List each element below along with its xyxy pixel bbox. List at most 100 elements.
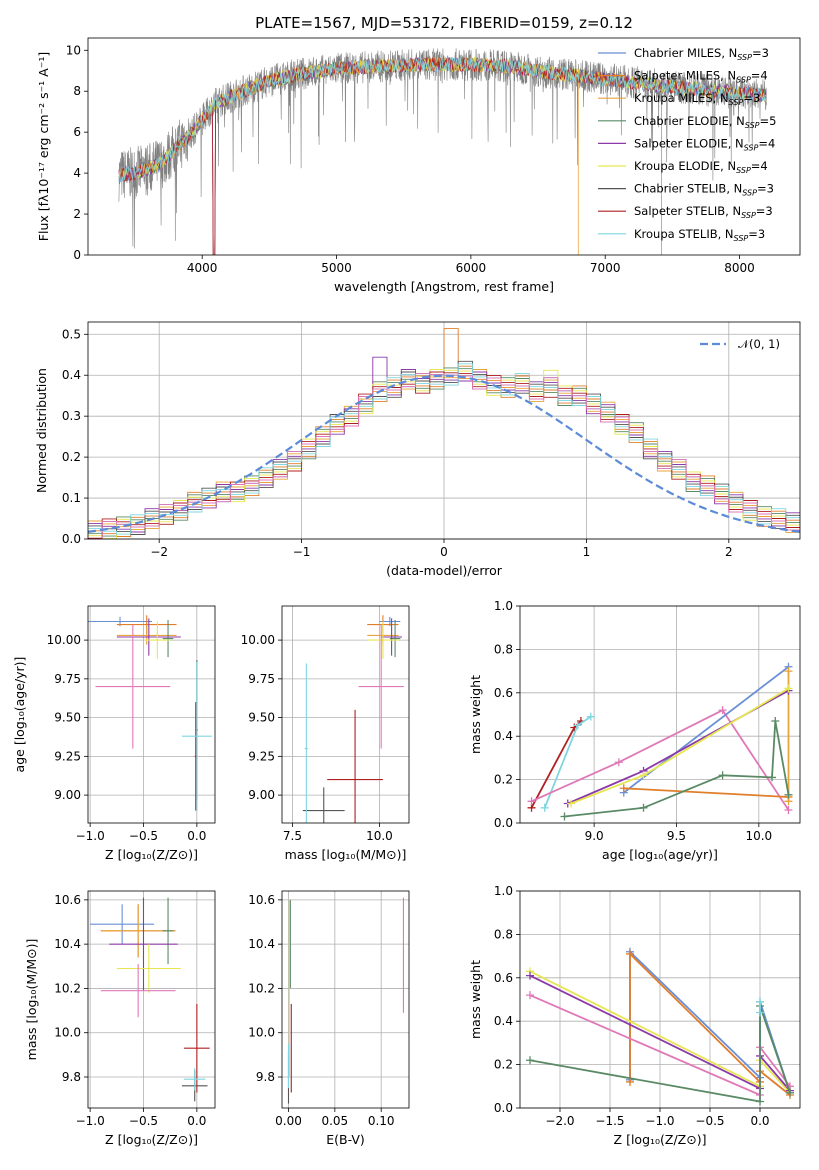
x-tick-label: −2.0 <box>545 1114 574 1128</box>
residual-histogram <box>88 367 800 537</box>
legend-label: Chabrier ELODIE, NSSP=5 <box>634 114 776 130</box>
x-tick-label: −2 <box>150 545 168 559</box>
y-axis-label: mass weight <box>468 675 483 754</box>
weight-marker <box>784 805 793 814</box>
plot-area <box>526 947 794 1106</box>
y-tick-label: 0.4 <box>494 729 513 743</box>
y-tick-label: 0.0 <box>494 1101 513 1115</box>
y-tick-label: 1.0 <box>494 599 513 613</box>
weight-marker <box>526 991 534 1000</box>
residual-histogram <box>88 363 800 535</box>
error-bars <box>90 897 210 1102</box>
panel-weight-age: 9.0 9.5 10.0 0.0 0.2 0.4 0.6 0.8 1.0 age [log₁₀(a… <box>468 599 801 862</box>
x-tick-label: −0.5 <box>129 829 158 843</box>
error-bars <box>302 615 404 823</box>
x-tick-label: 7000 <box>590 261 621 275</box>
weight-marker <box>626 949 634 958</box>
plot-area <box>527 662 793 821</box>
axes-frame <box>87 37 801 256</box>
y-tick-label: 9.8 <box>256 1070 275 1084</box>
y-tick-label: 0.2 <box>494 1058 513 1072</box>
y-tick-label: 0.8 <box>494 642 513 656</box>
error-bars <box>88 615 212 811</box>
residual-histogram <box>88 360 800 535</box>
chart-title: PLATE=1567, MJD=53172, FIBERID=0159, z=0… <box>255 14 633 32</box>
y-tick-label: 10.4 <box>54 937 81 951</box>
y-tick-label: 9.75 <box>248 672 275 686</box>
y-tick-label: 10.6 <box>248 893 275 907</box>
y-tick-label: 1.0 <box>494 884 513 898</box>
weight-marker <box>560 812 569 821</box>
y-tick-label: 10.4 <box>248 937 275 951</box>
y-tick-label: 9.25 <box>248 749 275 763</box>
axes-frame <box>87 605 216 824</box>
x-tick-label: 2 <box>725 545 733 559</box>
y-axis-label: mass [log₁₀(M/M⊙)] <box>24 939 39 1061</box>
y-tick-label: 9.8 <box>62 1070 81 1084</box>
plot-area <box>302 615 404 823</box>
residual-histogram <box>88 328 800 537</box>
axes-frame <box>519 605 801 824</box>
y-tick-label: 0.1 <box>62 491 81 505</box>
residual-histogram <box>88 356 800 533</box>
x-axis-label: E(B-V) <box>326 1132 365 1147</box>
x-tick-label: 0.10 <box>368 1114 395 1128</box>
x-tick-label: −1 <box>293 545 311 559</box>
x-tick-label: 10.0 <box>745 829 772 843</box>
y-tick-label: 10.0 <box>248 1026 275 1040</box>
weight-marker <box>626 1077 634 1086</box>
x-axis-label: Z [log₁₀(Z/Z⊙)] <box>614 1132 707 1147</box>
weight-line <box>531 709 790 811</box>
y-axis-label: Normed distribution <box>34 368 49 493</box>
y-tick-label: 8 <box>73 84 81 98</box>
x-tick-label: −0.5 <box>129 1114 158 1128</box>
error-bars <box>287 897 404 1104</box>
x-axis-label: age [log₁₀(age/yr)] <box>602 847 718 862</box>
y-tick-label: 0 <box>73 248 81 262</box>
weight-marker <box>786 1088 794 1097</box>
normal-curve <box>87 374 801 533</box>
y-axis-label: age [log₁₀(age/yr)] <box>12 657 27 773</box>
weight-line <box>529 1005 791 1103</box>
weight-marker <box>768 773 776 782</box>
x-axis-label: (data-model)/error <box>386 563 503 578</box>
legend-label: Kroupa STELIB, NSSP=3 <box>634 227 765 243</box>
residual-histogram <box>88 371 800 539</box>
x-tick-label: −1.0 <box>76 1114 105 1128</box>
x-tick-label: 10.0 <box>366 829 393 843</box>
weight-line <box>623 787 789 798</box>
y-tick-label: 9.25 <box>54 749 81 763</box>
plot-area <box>287 897 404 1104</box>
x-tick-label: 9.5 <box>667 829 686 843</box>
x-tick-label: 0.0 <box>750 1114 769 1128</box>
x-tick-label: −0.5 <box>695 1114 724 1128</box>
plot-area <box>88 615 212 811</box>
weight-marker <box>573 721 582 730</box>
legend: Chabrier MILES, NSSP=3 Salpeter MILES, NS… <box>598 46 776 243</box>
x-tick-label: 0.0 <box>187 1114 206 1128</box>
panel-Z-mass: −1.0 −0.5 0.0 9.8 10.0 10.2 10.4 10.6 Z [log₁₀(Z… <box>24 890 216 1147</box>
y-tick-label: 2 <box>73 207 81 221</box>
x-axis-label: Z [log₁₀(Z/Z⊙)] <box>105 847 198 862</box>
y-tick-label: 0.3 <box>62 409 81 423</box>
axes-frame <box>281 605 410 824</box>
x-tick-label: −1.0 <box>645 1114 674 1128</box>
model-spectrum <box>118 56 767 183</box>
plot-area <box>118 48 767 255</box>
panel-mass-age: 7.5 10.0 9.00 9.25 9.50 9.75 10.00 mass [log₁₀(… <box>241 605 410 862</box>
y-tick-label: 10.00 <box>241 633 275 647</box>
weight-marker <box>756 1097 764 1106</box>
legend-label: Chabrier MILES, NSSP=3 <box>634 46 769 62</box>
weight-marker <box>614 758 623 767</box>
legend-label: 𝒩(0, 1) <box>738 337 780 351</box>
weight-marker <box>526 1056 534 1065</box>
y-tick-label: 0.6 <box>494 686 513 700</box>
y-tick-label: 0.6 <box>494 971 513 985</box>
x-tick-label: 9.0 <box>585 829 604 843</box>
weight-marker <box>567 799 576 808</box>
weight-marker <box>718 771 727 780</box>
weight-marker <box>771 717 780 726</box>
y-tick-label: 10.0 <box>54 1026 81 1040</box>
legend-label: Salpeter MILES, NSSP=4 <box>634 69 768 85</box>
